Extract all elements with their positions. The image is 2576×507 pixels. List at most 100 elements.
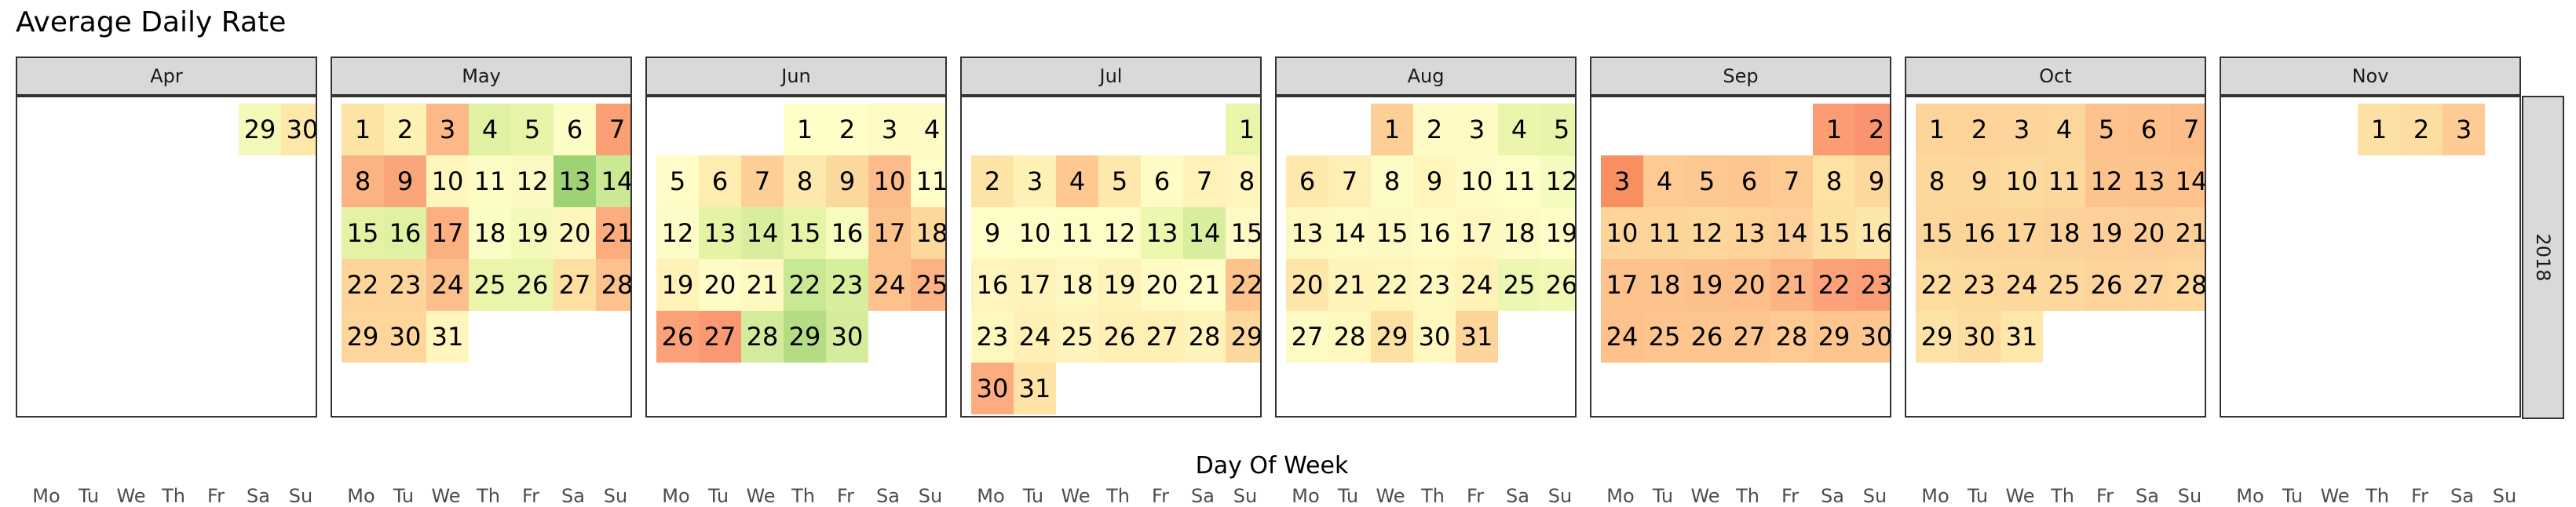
- weekday-tick-label: Fr: [1781, 485, 1799, 507]
- day-cell: 23: [826, 259, 868, 311]
- weekday-tick-label: We: [1690, 485, 1720, 507]
- day-cell: 10: [426, 155, 469, 207]
- weekday-tick-label: Su: [603, 485, 628, 507]
- day-cell: 21: [1183, 259, 1226, 311]
- weekday-tick-label: Su: [1233, 485, 1258, 507]
- weekday-tick-label: Sa: [1191, 485, 1215, 507]
- weekday-tick-label: Tu: [2282, 485, 2304, 507]
- day-cell: 20: [1141, 259, 1183, 311]
- day-cell: 18: [1056, 259, 1098, 311]
- day-cell: 30: [971, 363, 1014, 414]
- weekday-tick-label: Sa: [1821, 485, 1844, 507]
- day-cell: 8: [1371, 155, 1413, 207]
- weekday-tick-label: Sa: [876, 485, 900, 507]
- weekday-tick-label: Mo: [1292, 485, 1320, 507]
- day-cell: 27: [1286, 311, 1328, 363]
- day-cell: 11: [469, 155, 511, 207]
- day-cell: 19: [1098, 259, 1141, 311]
- x-axis-label: Day Of Week: [1195, 452, 1349, 480]
- day-cell: 24: [2001, 259, 2043, 311]
- day-cell: 10: [1456, 155, 1498, 207]
- day-cell: 6: [1286, 155, 1328, 207]
- month-strip-label: Jun: [645, 57, 947, 96]
- day-cell: 12: [656, 207, 699, 259]
- weekday-tick-label: Th: [2366, 485, 2389, 507]
- weekday-tick-label: Th: [1106, 485, 1130, 507]
- weekday-tick-label: Sa: [1506, 485, 1529, 507]
- day-cell: 21: [596, 207, 630, 259]
- day-cell: 19: [1686, 259, 1728, 311]
- weekday-tick-label: Th: [791, 485, 815, 507]
- day-cell: 4: [911, 104, 945, 155]
- day-cell: 16: [384, 207, 426, 259]
- day-cell: 29: [1813, 311, 1855, 363]
- day-cell: 11: [911, 155, 945, 207]
- day-cell: 22: [1371, 259, 1413, 311]
- day-cell: 29: [239, 104, 281, 155]
- day-cell: 1: [1916, 104, 1958, 155]
- day-cell: 3: [1601, 155, 1643, 207]
- day-cell: 14: [1183, 207, 1226, 259]
- chart-title: Average Daily Rate: [16, 6, 287, 38]
- day-cell: 25: [1498, 259, 1540, 311]
- day-cell: 4: [1056, 155, 1098, 207]
- day-cell: 7: [596, 104, 630, 155]
- weekday-tick-label: Tu: [78, 485, 100, 507]
- day-cell: 24: [1014, 311, 1056, 363]
- day-cell: 5: [2085, 104, 2128, 155]
- day-cell: 13: [1286, 207, 1328, 259]
- weekday-tick-label: Su: [1547, 485, 1573, 507]
- month-facet-aug: Aug 1 2 3 4 5 6 7 8 9 10 11 12 13 14 15 16 17 18 19 20 21 22 23…: [1275, 57, 1577, 507]
- day-cell: 30: [1855, 311, 1890, 363]
- weekday-tick-label: Fr: [1467, 485, 1484, 507]
- day-cell: 5: [656, 155, 699, 207]
- day-cell: 31: [1014, 363, 1056, 414]
- weekday-tick-label: Su: [288, 485, 313, 507]
- weekday-tick-label: Su: [1862, 485, 1887, 507]
- day-cell: 31: [2001, 311, 2043, 363]
- day-cell: 22: [1813, 259, 1855, 311]
- weekday-tick-label: Mo: [32, 485, 60, 507]
- weekday-tick-label: Sa: [561, 485, 585, 507]
- weekday-tick-label: Tu: [1967, 485, 1989, 507]
- day-cell: 21: [2170, 207, 2205, 259]
- day-cell: 23: [1958, 259, 2001, 311]
- day-cell: 5: [1686, 155, 1728, 207]
- day-cell: 18: [469, 207, 511, 259]
- weekday-tick-label: We: [431, 485, 461, 507]
- weekday-tick-label: Sa: [2450, 485, 2474, 507]
- weekday-tick-label: Th: [2051, 485, 2074, 507]
- day-cell: 6: [699, 155, 741, 207]
- day-cell: 13: [1728, 207, 1770, 259]
- weekday-tick-label: Sa: [247, 485, 270, 507]
- weekday-tick-label: Tu: [1337, 485, 1359, 507]
- day-cell: 24: [1456, 259, 1498, 311]
- day-cell: 30: [384, 311, 426, 363]
- day-cell: 2: [384, 104, 426, 155]
- day-cell: 26: [1686, 311, 1728, 363]
- day-cell: 26: [1540, 259, 1575, 311]
- day-cell: 3: [2443, 104, 2485, 155]
- day-cell: 18: [911, 207, 945, 259]
- weekday-tick-label: Su: [2492, 485, 2517, 507]
- day-cell: 2: [1855, 104, 1890, 155]
- day-cell: 14: [596, 155, 630, 207]
- day-cell: 10: [1014, 207, 1056, 259]
- month-panel: 29 30: [16, 96, 317, 418]
- weekday-tick-label: Fr: [2411, 485, 2428, 507]
- weekday-tick-label: Su: [918, 485, 943, 507]
- day-cell: 13: [2128, 155, 2170, 207]
- day-cell: 8: [342, 155, 384, 207]
- day-cell: 7: [741, 155, 784, 207]
- day-cell: 5: [1540, 104, 1575, 155]
- day-cell: 18: [2043, 207, 2085, 259]
- day-cell: 27: [1141, 311, 1183, 363]
- day-cell: 7: [1770, 155, 1813, 207]
- year-strip: 2018: [2522, 96, 2564, 419]
- day-cell: 28: [1183, 311, 1226, 363]
- day-cell: 7: [1328, 155, 1371, 207]
- month-panel: 1 2 3 4 5 6 7 8 9 10 11 12 13 14 15 16 17 18 19 20 21 22 23 24 2…: [960, 96, 1262, 418]
- day-cell: 7: [2170, 104, 2205, 155]
- day-cell: 25: [2043, 259, 2085, 311]
- day-cell: 16: [1413, 207, 1456, 259]
